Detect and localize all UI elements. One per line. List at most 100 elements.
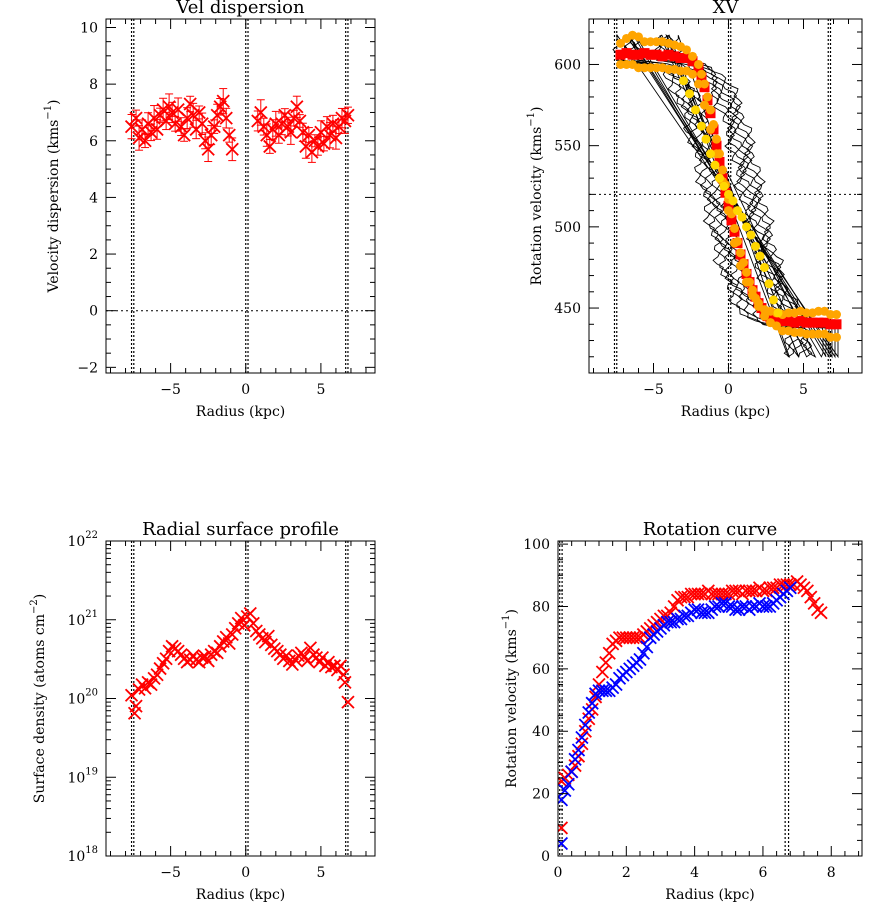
y-axis-label: Velocity dispersion (kms−1) <box>43 99 62 293</box>
data-point <box>701 134 711 144</box>
y-tick-label: 0 <box>541 849 550 865</box>
data-point <box>804 590 818 604</box>
panel-vel-dispersion: −5 0 5 −2 0 2 4 6 8 10 Vel dispersion Radius (kpc) V… <box>43 0 376 420</box>
data-point <box>602 646 616 660</box>
data-point <box>748 290 757 300</box>
y-axis-label-main: Surface density (atoms cm <box>32 614 48 803</box>
data-point <box>773 308 783 318</box>
data-point <box>728 196 738 206</box>
data-point <box>168 115 182 132</box>
data-point <box>582 705 596 720</box>
data-point <box>728 602 743 617</box>
data-point <box>571 743 586 757</box>
data-point <box>691 105 700 115</box>
y-tick-exp: 19 <box>85 766 98 777</box>
data-point <box>760 262 769 272</box>
data-point <box>609 677 623 692</box>
data-point <box>664 615 678 629</box>
data-point <box>558 836 569 851</box>
data-point <box>719 181 729 191</box>
y-axis-label-close: ) <box>504 609 520 614</box>
y-axis-label-sup: −1 <box>501 614 512 629</box>
y-tick-label: 20 <box>532 787 550 803</box>
y-tick-label: 1021 <box>67 609 98 629</box>
data-point <box>201 136 215 163</box>
data-point <box>831 319 842 330</box>
data-point <box>813 317 824 328</box>
data-point <box>585 696 599 710</box>
y-axis-label-close: ) <box>46 99 62 104</box>
data-point <box>746 230 756 240</box>
y-axis-label: Rotation velocity (kms−1) <box>501 609 520 788</box>
data-point <box>697 121 706 131</box>
data-point <box>575 737 589 751</box>
contour-line <box>627 34 830 359</box>
data-point <box>192 105 206 120</box>
x-tick-label: −5 <box>643 382 664 398</box>
data-point <box>657 51 668 62</box>
data-point <box>257 117 271 136</box>
y-tick-exp: 21 <box>85 609 98 620</box>
data-point <box>669 51 680 62</box>
y-tick-exp: 18 <box>85 845 98 856</box>
data-point <box>640 640 654 654</box>
data-point <box>736 248 745 258</box>
data-point <box>769 295 778 305</box>
data-point <box>558 793 569 807</box>
y-axis-label-sup: −1 <box>526 112 537 127</box>
data-point <box>558 783 572 798</box>
data-point <box>733 206 742 216</box>
data-point <box>832 332 841 342</box>
series <box>558 581 797 851</box>
data-point <box>616 38 625 48</box>
y-tick-base: 10 <box>67 692 85 708</box>
x-tick-label: 5 <box>799 382 808 398</box>
data-point <box>737 212 747 222</box>
y-axis-label-main: Velocity dispersion (kms <box>46 120 62 294</box>
data-point <box>783 581 797 595</box>
x-tick-label: 6 <box>758 865 767 881</box>
data-point <box>578 718 592 732</box>
plot-area <box>589 19 862 373</box>
data-point <box>568 752 582 766</box>
data-point <box>819 317 830 328</box>
data-point <box>754 298 763 308</box>
data-point <box>561 777 575 791</box>
data-point <box>735 599 750 614</box>
data-point <box>263 139 277 154</box>
data-point <box>615 49 626 60</box>
plot-area <box>558 541 828 856</box>
data-point <box>711 140 722 151</box>
data-point <box>681 52 692 63</box>
data-point <box>159 111 173 131</box>
data-point <box>663 49 674 60</box>
y-tick-label: 1019 <box>67 766 98 786</box>
data-point <box>698 606 712 620</box>
contour-line <box>612 33 839 359</box>
data-point <box>832 310 841 320</box>
y-tick-base: 10 <box>67 613 85 629</box>
data-point <box>246 616 260 630</box>
data-point <box>633 49 644 60</box>
data-point <box>764 279 774 289</box>
y-axis-label: Rotation velocity (kms−1) <box>526 107 545 286</box>
series <box>124 88 355 163</box>
plot-area <box>106 19 375 373</box>
x-tick-label: 5 <box>316 865 325 881</box>
data-point <box>724 206 733 216</box>
data-point <box>633 652 647 667</box>
y-tick-label: 80 <box>532 599 550 615</box>
data-point <box>766 581 780 595</box>
data-point <box>568 758 582 773</box>
data-point <box>216 88 230 115</box>
data-point <box>694 587 709 601</box>
data-point <box>599 684 613 698</box>
y-tick-exp: 22 <box>85 530 98 541</box>
data-point <box>687 602 702 617</box>
data-point <box>800 584 814 598</box>
data-point <box>706 124 715 134</box>
data-point <box>722 599 736 614</box>
data-point <box>303 641 318 655</box>
data-point <box>627 49 638 60</box>
data-point <box>124 688 139 702</box>
